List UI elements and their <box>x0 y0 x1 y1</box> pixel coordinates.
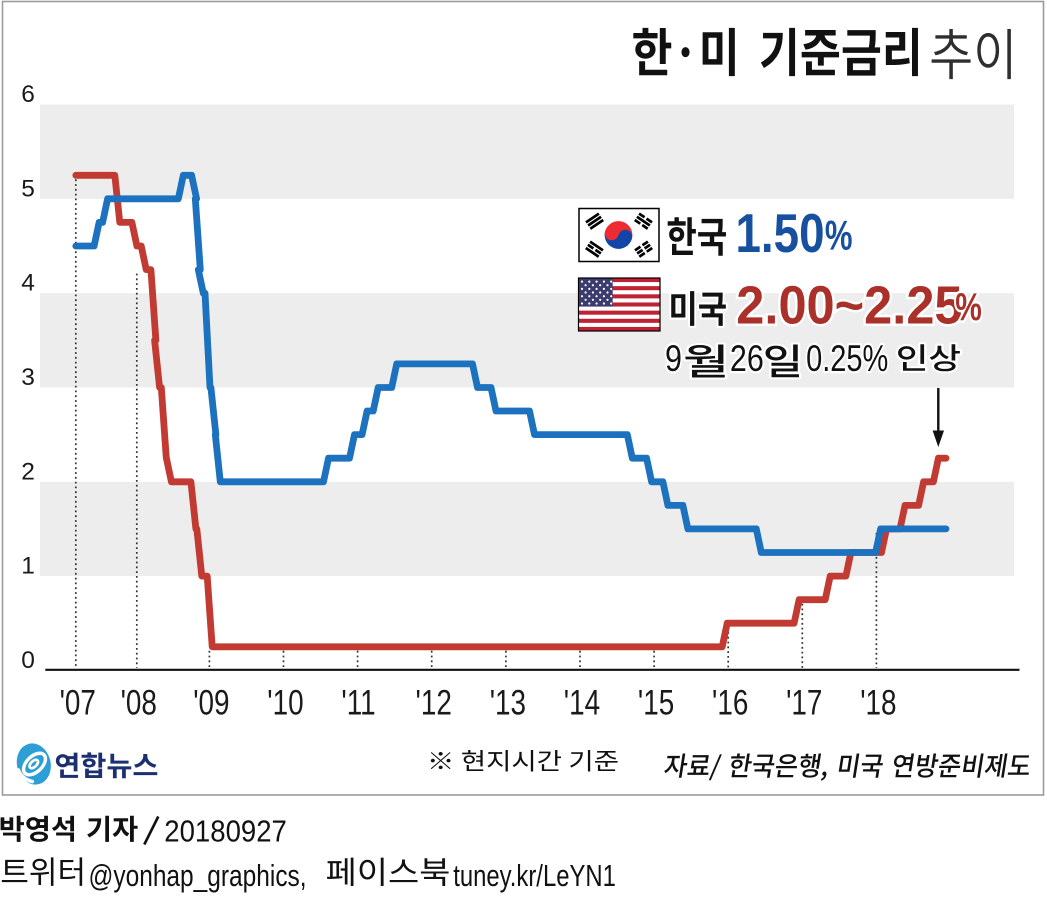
svg-text:@yonhap_graphics,: @yonhap_graphics, <box>89 858 307 892</box>
svg-text:'18: '18 <box>860 682 896 722</box>
svg-text:'16: '16 <box>712 682 748 722</box>
svg-text:'09: '09 <box>193 682 229 722</box>
svg-text:0.25%: 0.25% <box>806 339 888 380</box>
svg-text:'14: '14 <box>564 682 600 722</box>
svg-text:'07: '07 <box>60 682 96 722</box>
svg-text:3: 3 <box>21 364 35 391</box>
svg-text:'15: '15 <box>638 682 674 722</box>
svg-text:26: 26 <box>730 338 764 380</box>
svg-text:%: % <box>825 212 853 259</box>
svg-text:'08: '08 <box>121 682 157 722</box>
svg-text:9: 9 <box>665 338 682 380</box>
svg-text:tuney.kr/LeYN1: tuney.kr/LeYN1 <box>453 858 616 893</box>
svg-text:'12: '12 <box>416 682 452 722</box>
svg-text:2.00~2.25: 2.00~2.25 <box>736 276 962 336</box>
svg-text:6: 6 <box>21 81 35 108</box>
svg-text:%: % <box>955 286 982 328</box>
svg-text:0: 0 <box>21 647 35 674</box>
svg-text:'17: '17 <box>786 682 822 722</box>
svg-text:'10: '10 <box>267 682 303 722</box>
svg-text:5: 5 <box>21 175 35 202</box>
svg-text:'11: '11 <box>341 682 375 722</box>
svg-text:20180927: 20180927 <box>164 815 287 849</box>
svg-text:4: 4 <box>21 270 35 297</box>
svg-text:1.50: 1.50 <box>736 202 825 264</box>
svg-text:1: 1 <box>21 553 35 580</box>
svg-text:2: 2 <box>21 458 35 485</box>
svg-text:'13: '13 <box>490 682 526 722</box>
